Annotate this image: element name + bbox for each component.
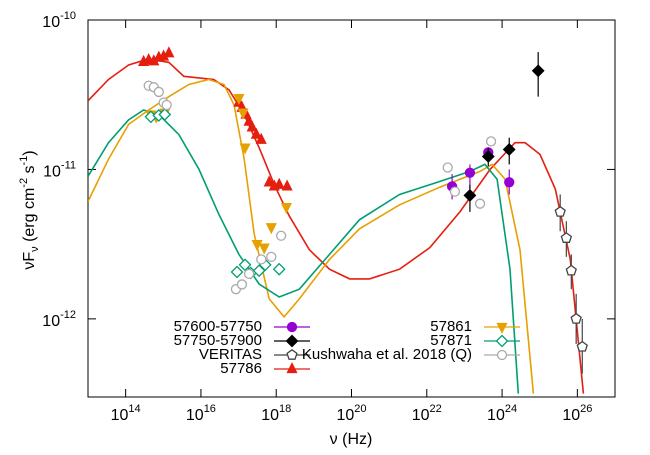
y-label-part: ν: [29, 246, 41, 252]
marker: [158, 108, 172, 121]
marker: [250, 127, 262, 139]
y-tick-label: 10-12: [42, 309, 76, 330]
legend-label: 57786: [220, 360, 262, 377]
tick-exponent: 24: [505, 403, 517, 415]
marker: [496, 322, 508, 334]
legend-label: Kushwaha et al. 2018 (Q): [302, 346, 472, 363]
tick-base: 10: [261, 407, 279, 424]
marker: [163, 46, 175, 58]
marker: [504, 177, 515, 188]
marker: [236, 279, 248, 290]
legend-label: 57600-57750: [174, 318, 262, 335]
marker: [496, 349, 508, 361]
tick-base: 10: [336, 407, 354, 424]
marker: [474, 198, 486, 209]
x-tick-label: 1022: [412, 403, 442, 424]
tick-base: 10: [562, 407, 580, 424]
marker: [243, 268, 255, 280]
marker: [237, 108, 249, 120]
tick-base: 10: [412, 407, 430, 424]
marker: [565, 264, 577, 276]
marker: [286, 348, 298, 360]
y-label-part: s: [21, 165, 38, 177]
y-label-part: -1: [18, 156, 30, 166]
marker: [495, 334, 509, 348]
y-tick-label: 10-10: [42, 10, 76, 31]
marker: [273, 177, 285, 189]
marker: [239, 143, 251, 155]
marker: [266, 251, 277, 263]
marker: [252, 264, 266, 278]
tick-exponent: 20: [354, 403, 366, 415]
tick-exponent: 18: [279, 403, 291, 415]
tick-base: 10: [487, 407, 505, 424]
x-tick-label: 1018: [261, 403, 291, 424]
marker: [560, 232, 573, 243]
tick-base: 10: [111, 407, 129, 424]
plot-frame: [87, 19, 616, 398]
tick-exponent: 16: [204, 403, 216, 415]
marker: [153, 86, 164, 98]
legend-label: VERITAS: [199, 346, 262, 363]
x-tick-label: 1026: [562, 403, 592, 424]
marker: [286, 321, 298, 333]
marker: [481, 150, 495, 163]
y-label-part: -2: [18, 178, 30, 188]
y-label-part: (erg cm: [21, 188, 38, 247]
marker: [265, 223, 277, 235]
x-tick-label: 1014: [111, 403, 141, 424]
marker: [280, 202, 292, 215]
marker: [275, 230, 287, 241]
tick-base: 10: [42, 313, 60, 330]
x-tick-label: 1024: [487, 403, 517, 424]
marker: [272, 262, 286, 276]
y-tick-label: 10-11: [43, 159, 76, 180]
marker: [258, 243, 270, 255]
marker: [161, 99, 172, 111]
marker: [230, 265, 244, 279]
marker: [286, 362, 298, 374]
tick-exponent: 14: [128, 403, 140, 415]
tick-exponent: -10: [60, 10, 76, 22]
marker: [531, 64, 545, 78]
marker: [255, 132, 267, 144]
marker: [449, 186, 461, 197]
legend-label: 57871: [430, 332, 472, 349]
plot-area: [88, 46, 588, 394]
marker: [263, 175, 275, 187]
marker: [502, 143, 516, 156]
tick-exponent: 22: [430, 403, 442, 415]
tick-exponent: -12: [60, 309, 76, 321]
marker: [576, 340, 588, 352]
x-axis-label: ν (Hz): [330, 431, 373, 448]
marker: [442, 162, 453, 173]
model-curve: [88, 57, 585, 394]
y-label-part: ): [21, 150, 38, 155]
tick-base: 10: [43, 164, 61, 181]
marker: [281, 179, 293, 191]
marker: [464, 167, 476, 178]
x-tick-label: 1020: [336, 403, 366, 424]
tick-base: 10: [186, 407, 204, 424]
marker: [285, 334, 299, 348]
tick-exponent: -11: [61, 159, 76, 171]
x-tick-label: 1016: [186, 403, 216, 424]
marker: [256, 254, 267, 265]
legend-label: 57861: [430, 318, 472, 335]
tick-exponent: 26: [580, 403, 592, 415]
marker: [233, 93, 245, 106]
legend-label: 57750-57900: [174, 332, 262, 349]
y-axis-label: νFν (erg cm-2 s-1): [18, 150, 41, 269]
marker: [463, 188, 477, 202]
marker: [238, 258, 252, 272]
marker: [485, 136, 497, 147]
marker: [554, 205, 566, 217]
marker: [246, 120, 258, 132]
marker: [570, 312, 582, 324]
tick-base: 10: [42, 14, 60, 31]
marker: [251, 240, 263, 252]
y-label-part: νF: [21, 252, 38, 270]
